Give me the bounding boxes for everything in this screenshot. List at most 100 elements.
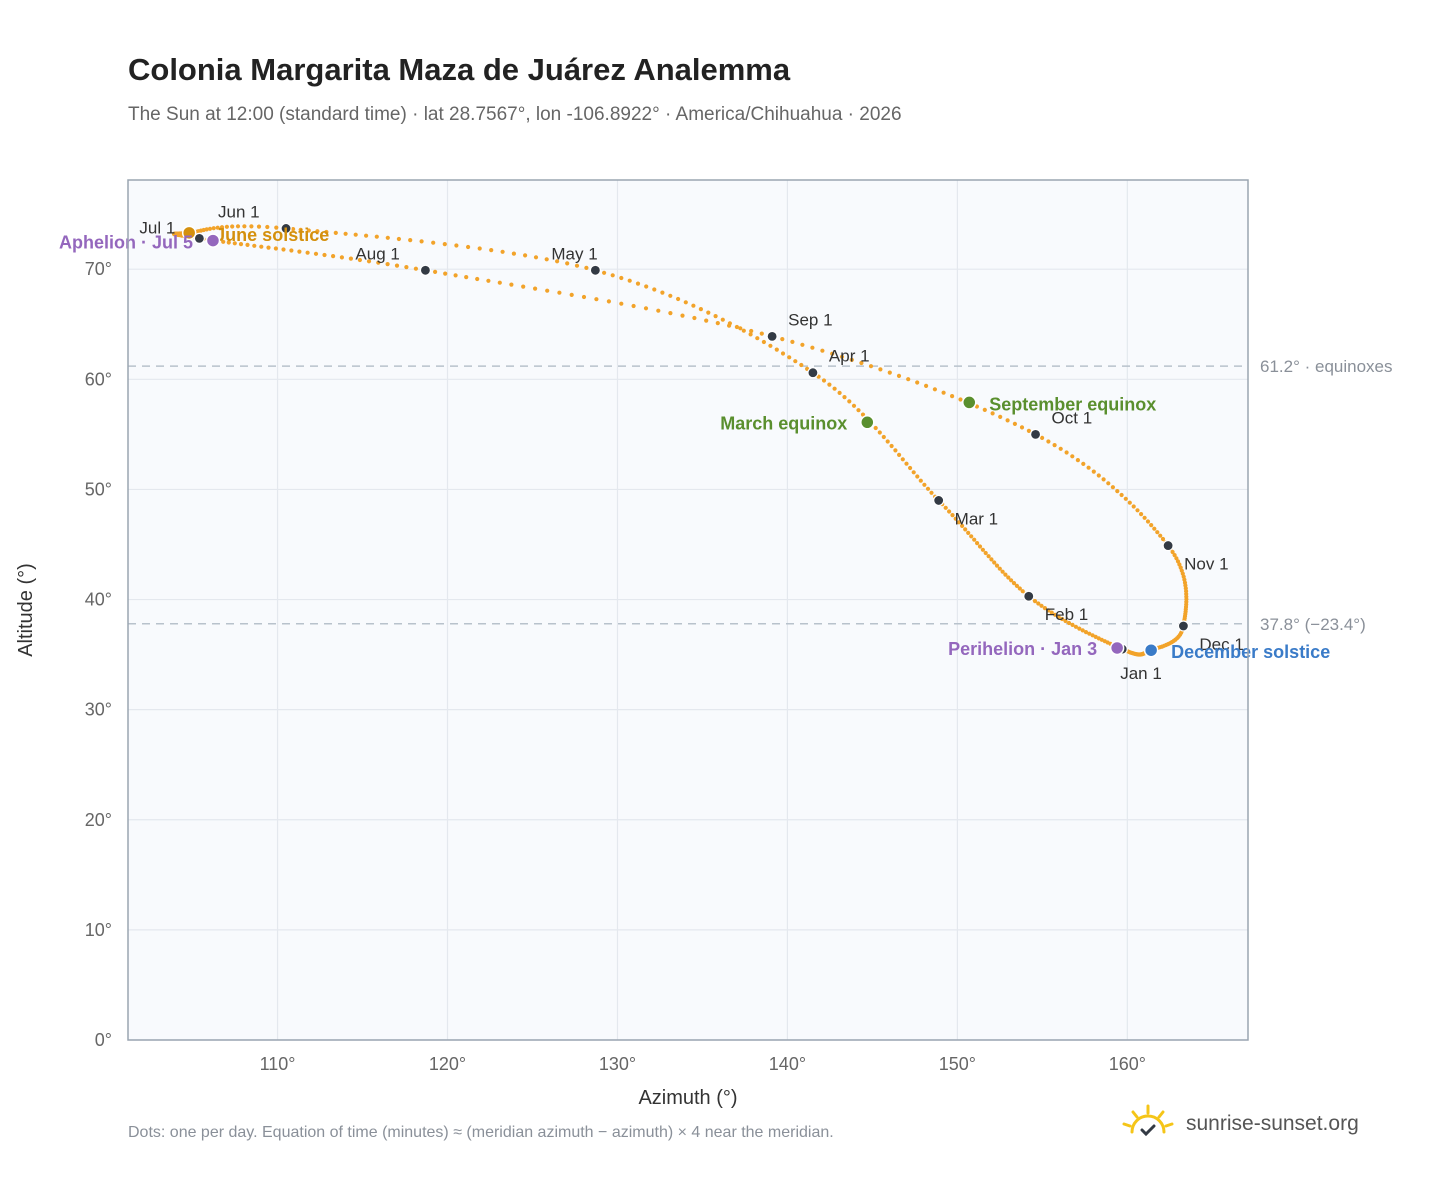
daily-sun-dot (376, 260, 381, 265)
event-marker (962, 395, 977, 410)
event-marker (860, 415, 875, 430)
daily-sun-dot (249, 224, 254, 229)
daily-sun-dot (1017, 586, 1022, 591)
daily-sun-dot (1012, 421, 1018, 426)
daily-sun-dot (922, 482, 927, 487)
daily-sun-dot (897, 452, 902, 457)
daily-sun-dot (692, 315, 697, 321)
daily-sun-dot (635, 281, 641, 286)
event-label: June solstice (215, 225, 329, 245)
daily-sun-dot (911, 470, 916, 475)
month-label: Aug 1 (355, 244, 399, 263)
daily-sun-dot (787, 355, 792, 360)
daily-sun-dot (691, 303, 696, 308)
daily-sun-dot (289, 248, 294, 253)
month-marker (1162, 539, 1174, 552)
daily-sun-dot (364, 233, 369, 238)
daily-sun-dot (348, 256, 353, 261)
daily-sun-dot (1142, 515, 1147, 520)
daily-sun-dot (419, 239, 424, 244)
daily-sun-dot (1039, 603, 1044, 608)
daily-sun-dot (790, 339, 795, 344)
daily-sun-dot (706, 310, 711, 315)
daily-sun-dot (755, 336, 760, 341)
daily-sun-dot (557, 290, 562, 295)
daily-sun-dot (442, 242, 447, 247)
daily-sun-dot (980, 547, 986, 552)
daily-sun-dot (842, 395, 847, 400)
daily-sun-dot (281, 247, 286, 252)
daily-sun-dot (1063, 618, 1068, 624)
daily-sun-dot (950, 394, 955, 399)
daily-sun-dot (830, 351, 835, 356)
daily-sun-dot (989, 557, 994, 562)
daily-sun-dot (265, 224, 270, 230)
month-label: Mar 1 (955, 509, 998, 528)
daily-sun-dot (966, 530, 971, 536)
chart-title: Colonia Margarita Maza de Juárez Analemm… (128, 52, 791, 87)
daily-sun-dot (274, 225, 279, 230)
daily-sun-dot (221, 239, 226, 244)
daily-sun-dot (232, 241, 237, 246)
daily-sun-dot (297, 249, 302, 254)
daily-sun-dot (324, 229, 329, 235)
daily-sun-dot (555, 259, 560, 264)
daily-sun-dot (594, 297, 599, 302)
daily-sun-dot (1014, 583, 1020, 589)
daily-sun-dot (1077, 626, 1082, 631)
daily-sun-dot (958, 397, 963, 402)
daily-sun-dot (925, 486, 931, 491)
y-tick-label: 0° (95, 1030, 112, 1050)
event-marker (1143, 642, 1159, 658)
daily-sun-dot (768, 343, 773, 348)
month-marker (193, 232, 205, 244)
month-marker (933, 494, 945, 507)
daily-sun-dot (1009, 578, 1014, 583)
daily-sun-dot (242, 224, 247, 229)
daily-sun-dot (581, 294, 587, 300)
daily-sun-dot (860, 412, 866, 417)
daily-sun-dot (749, 328, 754, 334)
daily-sun-dot (266, 245, 271, 250)
daily-sun-dot (273, 246, 278, 251)
daily-sun-dot (941, 390, 946, 395)
month-label: Feb 1 (1045, 605, 1088, 624)
month-marker (1177, 620, 1190, 632)
daily-sun-dot (668, 311, 673, 316)
daily-sun-dot (759, 331, 764, 336)
daily-sun-dot (887, 370, 892, 375)
daily-sun-dot (893, 448, 898, 453)
daily-sun-dot (339, 255, 344, 260)
y-tick-label: 30° (85, 700, 112, 720)
x-axis-label: Azimuth (°) (638, 1087, 737, 1109)
daily-sun-dot (315, 229, 320, 234)
daily-sun-dot (820, 348, 825, 353)
daily-sun-dot (969, 534, 974, 539)
daily-sun-dot (497, 280, 502, 285)
daily-sun-dot (1172, 553, 1177, 558)
daily-sun-dot (990, 411, 995, 416)
daily-sun-dot (963, 527, 968, 532)
daily-sun-dot (219, 225, 225, 230)
daily-sun-dot (1145, 519, 1151, 524)
daily-sun-dot (704, 318, 709, 323)
x-tick-label: 150° (939, 1054, 976, 1074)
daily-sun-dot (1135, 508, 1140, 513)
daily-sun-dot (433, 269, 438, 274)
daily-sun-dot (956, 520, 962, 525)
daily-sun-dot (1158, 533, 1163, 538)
month-label: Dec 1 (1199, 635, 1243, 654)
daily-sun-dot (584, 265, 589, 270)
axis-ticks: 110° 120° 130° 140° 150° 160° 0° 10° 20° 30° 40° 50… (85, 259, 1146, 1074)
event-label: Aphelion · Jul 5 (59, 233, 193, 253)
daily-sun-dot (606, 299, 612, 304)
daily-sun-dot (1006, 575, 1011, 580)
brand[interactable]: sunrise-sunset.org (1120, 1104, 1359, 1144)
daily-sun-dot (977, 544, 983, 549)
daily-sun-dot (305, 250, 310, 255)
daily-sun-dot (1127, 500, 1132, 505)
daily-sun-dot (1155, 530, 1160, 535)
daily-sun-dot (1101, 477, 1106, 482)
daily-sun-dot (1115, 489, 1120, 494)
daily-sun-dot (500, 249, 505, 254)
